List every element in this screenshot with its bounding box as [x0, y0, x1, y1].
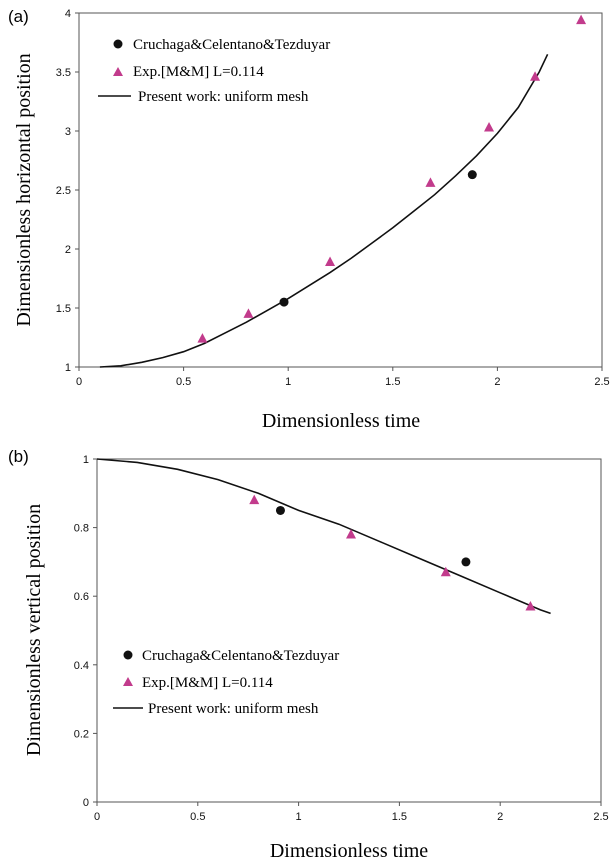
data-point-experiment — [576, 14, 587, 25]
data-point-cruchaga — [279, 297, 289, 307]
data-point-experiment — [440, 566, 451, 577]
y-tick-label: 0 — [83, 797, 89, 809]
legend-a-circle-marker — [113, 39, 123, 49]
data-point-experiment — [530, 71, 541, 81]
data-point-experiment — [346, 528, 357, 539]
x-tick-label: 0.5 — [176, 376, 191, 388]
panel-a-label: (a) — [8, 7, 29, 26]
y-axis-label-b: Dimensionless vertical position — [23, 504, 45, 756]
data-point-experiment — [425, 177, 436, 187]
x-tick-label: 2.5 — [593, 811, 608, 823]
series-line-present-work — [96, 458, 551, 615]
y-tick-label: 0.4 — [74, 660, 89, 672]
x-axis-label-b: Dimensionless time — [270, 840, 428, 862]
data-point-experiment — [525, 600, 536, 611]
x-tick-label: 0 — [76, 376, 82, 388]
data-point-experiment — [243, 308, 254, 318]
x-tick-label: 0.5 — [190, 811, 205, 823]
data-point-experiment — [249, 494, 260, 505]
y-tick-label: 0.6 — [74, 591, 89, 603]
legend-a-entry-1: Cruchaga&Celentano&Tezduyar — [133, 37, 330, 53]
data-point-cruchaga — [275, 505, 285, 515]
x-tick-label: 2 — [494, 376, 500, 388]
y-ticks-a: 1 1.5 2 2.5 3 3.5 4 — [56, 8, 79, 374]
legend-b-triangle-marker — [123, 677, 133, 686]
x-tick-label: 1 — [296, 811, 302, 823]
data-point-cruchaga — [467, 170, 477, 180]
y-tick-label: 1 — [83, 454, 89, 466]
y-ticks-b: 0 0.2 0.4 0.6 0.8 1 — [74, 454, 97, 809]
legend-b-circle-marker — [123, 650, 133, 660]
data-point-experiment — [197, 333, 208, 343]
data-marks-b — [96, 458, 551, 615]
x-axis-label-a: Dimensionless time — [262, 410, 420, 432]
legend-a-triangle-marker — [113, 67, 123, 76]
x-tick-label: 1.5 — [385, 376, 400, 388]
data-point-cruchaga — [461, 557, 471, 567]
series-line-present-work — [99, 53, 549, 368]
panel-b-label: (b) — [8, 447, 29, 466]
legend-b-entry-2: Exp.[M&M] L=0.114 — [142, 675, 273, 691]
y-tick-label: 3.5 — [56, 67, 71, 79]
x-ticks-b: 0 0.5 1 1.5 2 2.5 — [94, 802, 609, 823]
x-tick-label: 2.5 — [594, 376, 609, 388]
y-tick-label: 2 — [65, 244, 71, 256]
y-tick-label: 0.2 — [74, 728, 89, 740]
chart-panel-b: (b) 0 0.2 0.4 0.6 0.8 1 0 0.5 1 1.5 2 2.5 Dimensio… — [8, 447, 609, 862]
y-tick-label: 0.8 — [74, 523, 89, 535]
legend-a-entry-2: Exp.[M&M] L=0.114 — [133, 64, 264, 80]
x-tick-label: 1 — [285, 376, 291, 388]
x-ticks-a: 0 0.5 1 1.5 2 2.5 — [76, 367, 610, 388]
plot-area-b — [96, 458, 602, 803]
y-tick-label: 1.5 — [56, 303, 71, 315]
legend-b-entry-3: Present work: uniform mesh — [148, 701, 319, 717]
data-point-experiment — [325, 256, 336, 266]
chart-panel-a: (a) 1 1.5 2 2.5 3 3.5 4 0 0.5 1 1.5 2 2.5 Dimension… — [8, 7, 610, 432]
x-tick-label: 0 — [94, 811, 100, 823]
y-tick-label: 1 — [65, 362, 71, 374]
legend-a: Cruchaga&Celentano&Tezduyar Exp.[M&M] L=… — [98, 37, 330, 105]
x-tick-label: 2 — [497, 811, 503, 823]
legend-b: Cruchaga&Celentano&Tezduyar Exp.[M&M] L=… — [113, 648, 339, 717]
y-tick-label: 2.5 — [56, 185, 71, 197]
legend-a-entry-3: Present work: uniform mesh — [138, 89, 309, 105]
y-axis-label-a: Dimensionless horizontal position — [13, 53, 35, 326]
data-point-experiment — [484, 121, 495, 132]
x-tick-label: 1.5 — [392, 811, 407, 823]
y-tick-label: 3 — [65, 126, 71, 138]
y-tick-label: 4 — [65, 8, 71, 20]
legend-b-entry-1: Cruchaga&Celentano&Tezduyar — [142, 648, 339, 664]
data-marks-a — [99, 14, 587, 368]
